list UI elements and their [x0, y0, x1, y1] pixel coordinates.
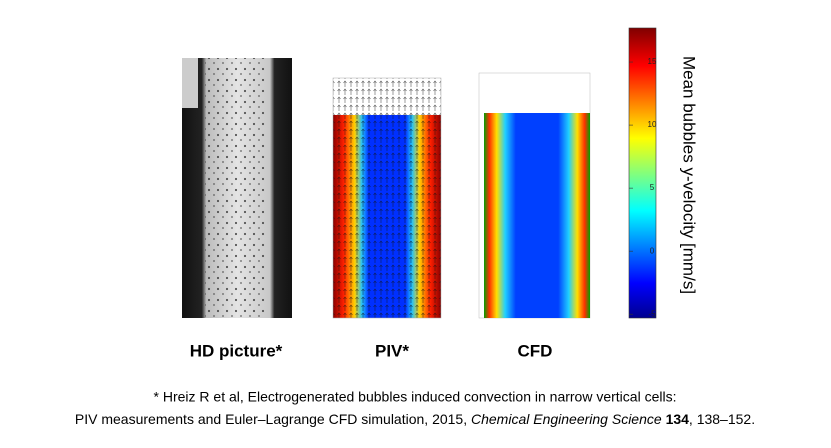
journal: Chemical Engineering Science	[471, 411, 662, 427]
tick-label: 15	[648, 57, 657, 66]
panel-label: HD picture*	[190, 341, 283, 360]
pages: , 138–152.	[689, 411, 755, 427]
colorbar-label: Mean bubbles y-velocity [mm/s]	[680, 56, 699, 294]
tick-label: 10	[648, 120, 657, 129]
citation-line: * Hreiz R et al, Electrogenerated bubble…	[154, 389, 677, 405]
piv-map	[332, 77, 442, 319]
colorbar	[628, 27, 657, 319]
tick-label: 0	[650, 246, 655, 255]
volume: 134	[666, 411, 690, 427]
tick-label: 5	[650, 183, 655, 192]
tick-label: -5	[648, 309, 656, 318]
hd-picture	[182, 58, 292, 318]
cfd-map	[478, 72, 591, 319]
citation-line: PIV measurements and Euler–Lagrange CFD …	[75, 411, 755, 427]
citation-text: PIV measurements and Euler–Lagrange CFD …	[75, 411, 471, 427]
panel-label: PIV*	[375, 341, 409, 360]
panel-label: CFD	[518, 341, 553, 360]
